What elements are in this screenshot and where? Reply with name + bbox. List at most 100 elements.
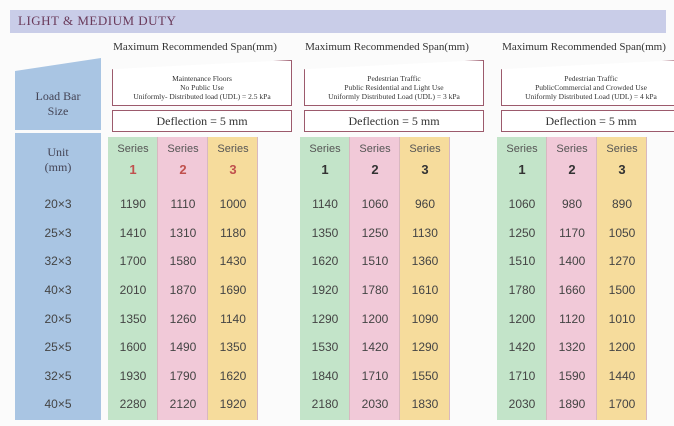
- span-value: 1250: [508, 225, 536, 240]
- span-title: Maximum Recommended Span(mm): [305, 41, 469, 53]
- unit-heading: Unit (mm): [44, 145, 72, 174]
- series-number: 3: [421, 161, 429, 177]
- series-label: Series: [556, 143, 588, 155]
- span-value: 1780: [508, 283, 536, 298]
- span-value: 1610: [411, 283, 439, 298]
- series-number: 1: [321, 161, 329, 177]
- span-value: 1710: [508, 368, 536, 383]
- span-value: 1510: [508, 254, 536, 269]
- span-value: 1170: [559, 225, 585, 240]
- span-value: 1270: [608, 254, 636, 269]
- span-value: 1420: [361, 340, 389, 355]
- span-value: 1140: [312, 197, 338, 212]
- description-line: No Public Use: [180, 82, 224, 92]
- span-value: 1690: [219, 283, 247, 298]
- series-label: Series: [359, 143, 391, 155]
- span-value: 1110: [170, 197, 196, 212]
- description-line: Uniformly- Distributed load (UDL) = 2.5 …: [133, 91, 271, 101]
- header-title: LIGHT & MEDIUM DUTY: [18, 13, 177, 28]
- series-number: 2: [371, 161, 379, 177]
- span-value: 2030: [361, 397, 389, 412]
- span-value: 1260: [169, 311, 197, 326]
- series-label: Series: [309, 143, 341, 155]
- series-column: [597, 137, 647, 420]
- span-value: 1200: [608, 340, 636, 355]
- span-value: 2180: [311, 397, 339, 412]
- series-column: [547, 137, 597, 420]
- span-value: 2010: [119, 283, 147, 298]
- span-value: 1590: [558, 368, 586, 383]
- span-value: 1620: [219, 368, 247, 383]
- series-column: [300, 137, 350, 420]
- span-value: 1440: [608, 368, 636, 383]
- series-column: [400, 137, 450, 420]
- series-number: 1: [518, 161, 526, 177]
- span-value: 1500: [608, 283, 636, 298]
- span-value: 1350: [311, 225, 339, 240]
- series-label: Series: [167, 143, 199, 155]
- series-label: Series: [606, 143, 638, 155]
- span-value: 1360: [411, 254, 439, 269]
- deflection: Deflection = 5 mm: [304, 110, 484, 132]
- load-bar-size: 20×5: [44, 311, 72, 326]
- span-value: 1790: [169, 368, 197, 383]
- unit-column: [15, 133, 101, 420]
- series-label: Series: [506, 143, 538, 155]
- span-value: 2280: [119, 397, 147, 412]
- description-line: Pedestrian Traffic: [367, 73, 421, 83]
- description-line: Uniformly Distributed Load (UDL) = 4 kPa: [525, 91, 657, 101]
- span-title: Maximum Recommended Span(mm): [113, 41, 277, 53]
- span-value: 1180: [220, 225, 246, 240]
- span-value: 1530: [311, 340, 339, 355]
- span-value: 1290: [311, 311, 339, 326]
- span-value: 1000: [219, 197, 247, 212]
- span-value: 1050: [608, 225, 636, 240]
- description-line: Maintenance Floors: [172, 73, 232, 83]
- load-bar-size: 25×3: [44, 225, 72, 240]
- span-value: 890: [611, 197, 633, 212]
- span-value: 1620: [311, 254, 339, 269]
- span-value: 1130: [412, 225, 438, 240]
- header-bar: LIGHT & MEDIUM DUTY: [10, 10, 666, 33]
- series-column: [208, 137, 258, 420]
- span-title: Maximum Recommended Span(mm): [502, 41, 666, 53]
- load-bar-size: 32×5: [44, 368, 72, 383]
- span-value: 1870: [169, 283, 197, 298]
- deflection: Deflection = 5 mm: [501, 110, 674, 132]
- description-box: Maintenance Floors No Public Use Uniformly…: [112, 60, 292, 106]
- span-value: 960: [414, 197, 436, 212]
- description-line: Uniformly Distributed Load (UDL) = 3 kPa: [328, 91, 460, 101]
- span-value: 1060: [508, 197, 536, 212]
- series-label: Series: [117, 143, 149, 155]
- series-number: 2: [179, 161, 187, 177]
- load-bar-size: 25×5: [44, 340, 72, 355]
- load-bar-size: 40×3: [44, 283, 72, 298]
- span-value: 2030: [508, 397, 536, 412]
- span-value: 1700: [608, 397, 636, 412]
- span-value: 1310: [169, 225, 197, 240]
- span-value: 1430: [219, 254, 247, 269]
- span-value: 1250: [361, 225, 389, 240]
- span-value: 1830: [411, 397, 439, 412]
- span-value: 1090: [411, 311, 439, 326]
- span-value: 1840: [311, 368, 339, 383]
- description-box: Pedestrian Traffic PublicCommercial and C…: [501, 60, 674, 106]
- load-bar-size: 32×3: [44, 254, 72, 269]
- description-line: Pedestrian Traffic: [564, 73, 618, 83]
- span-value: 1510: [361, 254, 389, 269]
- series-column: [350, 137, 400, 420]
- span-value: 1190: [120, 197, 146, 212]
- series-label: Series: [217, 143, 249, 155]
- span-value: 1550: [411, 368, 439, 383]
- load-bar-size: 40×5: [44, 397, 72, 412]
- description-line: PublicCommercial and Crowded Use: [535, 82, 647, 92]
- series-label: Series: [409, 143, 441, 155]
- span-value: 1290: [411, 340, 439, 355]
- span-value: 980: [561, 197, 583, 212]
- description-box: Pedestrian Traffic Public Residential and…: [304, 60, 484, 106]
- span-value: 1780: [361, 283, 389, 298]
- span-value: 1060: [361, 197, 389, 212]
- span-value: 1920: [311, 283, 339, 298]
- span-value: 1600: [119, 340, 147, 355]
